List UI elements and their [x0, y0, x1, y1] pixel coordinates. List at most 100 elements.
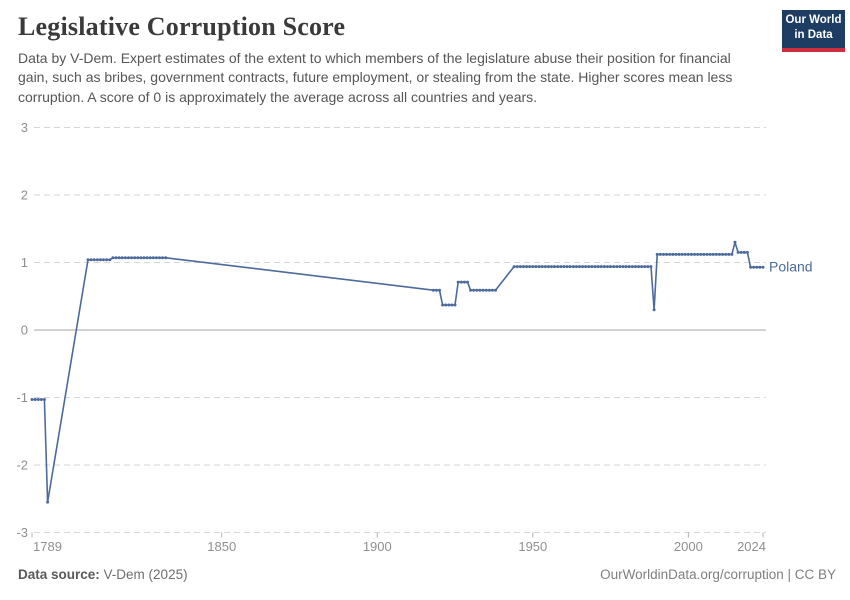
- data-point-marker: [677, 252, 681, 256]
- data-point-marker: [621, 265, 625, 269]
- data-point-marker: [618, 265, 622, 269]
- data-point-marker: [708, 252, 712, 256]
- owid-logo[interactable]: Our World in Data: [782, 10, 845, 52]
- data-point-marker: [596, 265, 600, 269]
- data-point-marker: [606, 265, 609, 269]
- data-point-marker: [98, 258, 102, 262]
- data-point-marker: [721, 252, 725, 256]
- data-point-marker: [761, 265, 765, 269]
- data-point-marker: [117, 256, 121, 260]
- data-point-marker: [469, 288, 473, 292]
- data-source-value: V-Dem (2025): [103, 567, 188, 582]
- data-point-marker: [568, 265, 572, 269]
- data-point-marker: [739, 250, 743, 254]
- data-point-marker: [736, 250, 740, 254]
- data-point-marker: [431, 288, 435, 292]
- data-point-marker: [472, 288, 476, 292]
- data-point-marker: [752, 265, 756, 269]
- data-point-marker: [490, 288, 494, 292]
- data-point-marker: [478, 288, 482, 292]
- data-point-marker: [111, 256, 115, 260]
- data-point-marker: [46, 500, 50, 504]
- data-point-marker: [556, 265, 560, 269]
- data-point-marker: [484, 288, 488, 292]
- data-point-marker: [574, 265, 578, 269]
- data-point-marker: [668, 252, 672, 256]
- data-point-marker: [487, 288, 491, 292]
- data-point-marker: [142, 256, 146, 260]
- x-tick-label: 1900: [363, 539, 392, 554]
- data-point-marker: [475, 288, 479, 292]
- data-point-marker: [718, 252, 721, 256]
- data-point-marker: [686, 252, 690, 256]
- data-point-marker: [755, 265, 759, 269]
- data-point-marker: [133, 256, 137, 260]
- chart-subtitle: Data by V-Dem. Expert estimates of the e…: [18, 50, 733, 105]
- data-point-marker: [139, 256, 143, 260]
- data-point-marker: [447, 303, 451, 307]
- data-point-marker: [627, 265, 631, 269]
- data-point-marker: [571, 265, 575, 269]
- data-point-marker: [714, 252, 718, 256]
- entity-label-poland[interactable]: Poland: [769, 259, 813, 275]
- data-point-marker: [745, 250, 749, 254]
- data-point-marker: [640, 265, 644, 269]
- data-point-marker: [680, 252, 684, 256]
- y-tick-label: -2: [16, 458, 28, 473]
- data-point-marker: [655, 252, 659, 256]
- data-point-marker: [674, 252, 678, 256]
- data-point-marker: [130, 256, 133, 260]
- data-point-marker: [565, 265, 569, 269]
- data-point-marker: [434, 288, 438, 292]
- data-point-marker: [86, 258, 90, 262]
- data-point-marker: [494, 288, 497, 292]
- data-point-marker: [534, 265, 538, 269]
- data-source: Data source: V-Dem (2025): [18, 567, 188, 582]
- data-point-marker: [136, 256, 140, 260]
- data-point-marker: [630, 265, 634, 269]
- data-point-marker: [553, 265, 557, 269]
- data-point-marker: [462, 280, 466, 284]
- data-point-marker: [518, 265, 522, 269]
- data-point-marker: [609, 265, 613, 269]
- data-point-marker: [89, 258, 93, 262]
- y-tick-label: -1: [16, 390, 28, 405]
- data-point-marker: [693, 252, 697, 256]
- data-point-marker: [652, 308, 656, 312]
- attribution-link[interactable]: OurWorldinData.org/corruption | CC BY: [600, 567, 836, 582]
- data-point-marker: [587, 265, 591, 269]
- y-tick-label: 0: [21, 323, 28, 338]
- data-point-marker: [696, 252, 700, 256]
- data-point-marker: [92, 258, 96, 262]
- data-point-marker: [742, 250, 746, 254]
- data-point-marker: [578, 265, 581, 269]
- data-source-label: Data source:: [18, 567, 100, 582]
- data-point-marker: [33, 398, 37, 401]
- data-point-marker: [702, 252, 706, 256]
- data-point-marker: [546, 265, 550, 269]
- data-point-marker: [42, 398, 46, 401]
- data-point-marker: [550, 265, 553, 269]
- data-point-marker: [624, 265, 628, 269]
- data-point-marker: [602, 265, 606, 269]
- data-point-marker: [727, 252, 731, 256]
- data-point-marker: [749, 265, 753, 269]
- data-point-marker: [559, 265, 563, 269]
- data-point-marker: [540, 265, 544, 269]
- x-tick-label: 1850: [207, 539, 236, 554]
- data-point-marker: [102, 258, 105, 262]
- data-point-marker: [441, 303, 445, 307]
- data-point-marker: [705, 252, 709, 256]
- data-point-marker: [148, 256, 152, 260]
- data-point-marker: [662, 252, 665, 256]
- data-point-marker: [584, 265, 588, 269]
- data-point-marker: [145, 256, 149, 260]
- data-point-marker: [453, 303, 457, 307]
- data-point-marker: [562, 265, 566, 269]
- data-point-marker: [528, 265, 532, 269]
- data-point-marker: [161, 256, 165, 260]
- data-point-marker: [151, 256, 155, 260]
- data-point-marker: [481, 288, 485, 292]
